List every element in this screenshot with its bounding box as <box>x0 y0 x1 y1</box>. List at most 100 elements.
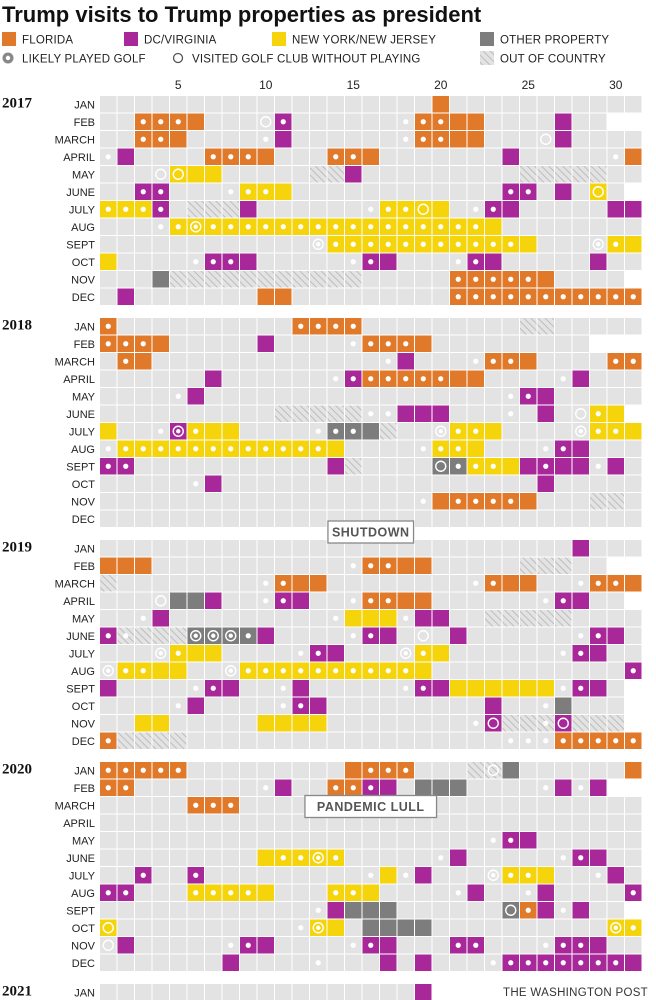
day-cell-2017-aug-26 <box>537 218 554 235</box>
day-cell-2020-july-28 <box>572 867 589 884</box>
golf-marker <box>280 668 286 674</box>
day-cell-2018-jan-19 <box>415 318 432 335</box>
golf-marker <box>140 189 146 195</box>
day-cell-2018-feb-10 <box>257 335 274 352</box>
day-cell-2020-dec-20 <box>432 954 449 971</box>
golf-marker <box>560 446 566 452</box>
day-cell-2019-jan-14 <box>327 540 344 557</box>
golf-marker <box>158 119 164 125</box>
day-cell-2017-jan-25 <box>520 96 537 113</box>
day-cell-2018-feb-11 <box>275 335 292 352</box>
day-cell-2020-may-25 <box>520 832 537 849</box>
day-cell-2017-march-25 <box>520 131 537 148</box>
golf-marker <box>508 393 514 399</box>
day-cell-2021-jan-10 <box>257 984 274 1000</box>
day-cell-2019-sept-4 <box>152 680 169 697</box>
day-cell-2020-oct-6 <box>187 919 204 936</box>
day-cell-2020-march-25 <box>520 797 537 814</box>
golf-marker <box>438 855 444 861</box>
day-cell-2020-may-27 <box>555 832 572 849</box>
golf-marker <box>350 633 356 639</box>
year-label-2018: 2018 <box>2 318 32 334</box>
golf-marker <box>420 136 426 142</box>
day-cell-2018-march-18 <box>397 353 414 370</box>
day-cell-2019-dec-15 <box>345 732 362 749</box>
day-cell-2018-may-10 <box>257 388 274 405</box>
day-cell-2017-nov-27 <box>555 271 572 288</box>
golf-marker <box>525 907 531 913</box>
day-cell-2019-feb-24 <box>502 557 519 574</box>
day-cell-2020-june-10 <box>257 849 274 866</box>
day-cell-2018-jan-24 <box>502 318 519 335</box>
day-cell-2021-jan-13 <box>310 984 327 1000</box>
day-cell-2019-jan-18 <box>397 540 414 557</box>
day-cell-2020-dec-12 <box>292 954 309 971</box>
day-cell-2018-jan-23 <box>485 318 502 335</box>
svg-text:SHUTDOWN: SHUTDOWN <box>332 526 410 540</box>
day-cell-2019-april-23 <box>485 592 502 609</box>
day-cell-2018-july-2 <box>117 423 134 440</box>
day-cell-2017-dec-20 <box>432 288 449 305</box>
day-cell-2017-sept-9 <box>240 236 257 253</box>
day-cell-2017-jan-12 <box>292 96 309 113</box>
golf-marker <box>455 498 461 504</box>
day-cell-2018-sept-16 <box>362 458 379 475</box>
day-cell-2018-jan-29 <box>590 318 607 335</box>
day-cell-2017-jan-28 <box>572 96 589 113</box>
golf-marker <box>105 206 111 212</box>
day-cell-2020-march-26 <box>537 797 554 814</box>
golf-marker <box>315 446 321 452</box>
day-cell-2020-june-22 <box>467 849 484 866</box>
day-cell-2017-sept-11 <box>275 236 292 253</box>
day-cell-2017-feb-9 <box>240 113 257 130</box>
day-cell-2019-sept-21 <box>450 680 467 697</box>
day-cell-2019-feb-3 <box>135 557 152 574</box>
day-cell-2020-july-5 <box>170 867 187 884</box>
day-cell-2017-july-6 <box>187 201 204 218</box>
day-cell-2018-oct-29 <box>590 475 607 492</box>
day-cell-2017-nov-2 <box>117 271 134 288</box>
day-cell-2017-may-8 <box>222 166 239 183</box>
month-label-2019-june: JUNE <box>66 631 95 643</box>
day-cell-2017-sept-6 <box>187 236 204 253</box>
day-cell-2019-july-10 <box>257 645 274 662</box>
day-cell-2018-oct-15 <box>345 475 362 492</box>
day-cell-2018-feb-9 <box>240 335 257 352</box>
golf-marker <box>140 206 146 212</box>
day-cell-2020-june-9 <box>240 849 257 866</box>
day-cell-2020-may-28 <box>572 832 589 849</box>
day-cell-2020-feb-11 <box>275 779 292 796</box>
golf-marker <box>316 242 321 247</box>
day-cell-2020-aug-28 <box>572 884 589 901</box>
day-cell-2019-oct-10 <box>257 697 274 714</box>
day-cell-2018-oct-24 <box>502 475 519 492</box>
golf-marker <box>106 668 111 673</box>
day-cell-2017-aug-31 <box>625 218 642 235</box>
golf-marker <box>438 446 444 452</box>
day-cell-2017-aug-29 <box>590 218 607 235</box>
day-cell-2017-april-11 <box>275 148 292 165</box>
golf-marker <box>473 276 479 282</box>
day-cell-2020-aug-19 <box>415 884 432 901</box>
day-cell-2020-dec-11 <box>275 954 292 971</box>
day-cell-2019-may-11 <box>275 610 292 627</box>
day-cell-2020-april-31 <box>625 814 642 831</box>
day-cell-2018-sept-8 <box>222 458 239 475</box>
day-cell-2020-nov-3 <box>135 937 152 954</box>
day-cell-2019-oct-14 <box>327 697 344 714</box>
day-cell-2019-nov-6 <box>187 715 204 732</box>
day-cell-2020-july-2 <box>117 867 134 884</box>
day-cell-2020-june-15 <box>345 849 362 866</box>
day-cell-2018-sept-13 <box>310 458 327 475</box>
day-cell-2018-aug-31 <box>625 440 642 457</box>
day-cell-2019-nov-18 <box>397 715 414 732</box>
golf-marker <box>473 206 479 212</box>
day-cell-2017-dec-11 <box>275 288 292 305</box>
day-cell-2020-oct-19 <box>415 919 432 936</box>
golf-marker <box>630 668 636 674</box>
golf-marker <box>490 294 496 300</box>
day-cell-2018-aug-29 <box>590 440 607 457</box>
day-cell-2017-dec-12 <box>292 288 309 305</box>
day-cell-2018-april-4 <box>152 370 169 387</box>
golf-marker <box>263 598 269 604</box>
